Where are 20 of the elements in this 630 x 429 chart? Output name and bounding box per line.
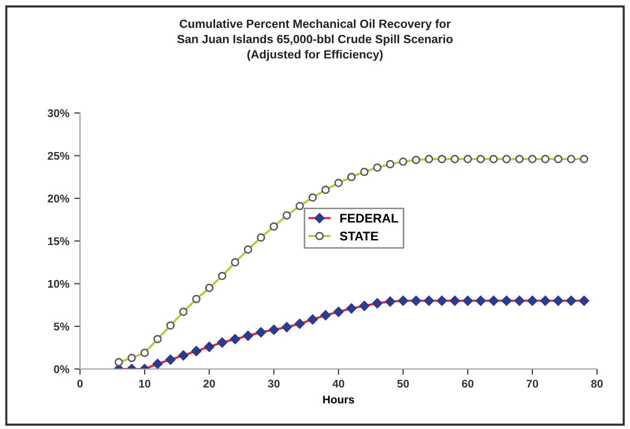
- y-tick-label: 30%: [48, 109, 70, 118]
- x-tick-label: 10: [139, 380, 150, 388]
- y-tick-label: 5%: [54, 322, 70, 330]
- x-axis-title: Hours: [323, 396, 354, 404]
- x-tick-label: 30: [268, 380, 280, 388]
- x-tick-label: 80: [591, 380, 603, 388]
- y-tick-label: 10%: [48, 280, 70, 288]
- x-tick-label: 40: [332, 380, 344, 388]
- x-tick-label: 20: [203, 380, 215, 388]
- chart-title: Cumulative Percent Mechanical Oil Recovery for San Juan Islands 65,000-bbl Crude Spill Scenario (Adjusted for Efficiency): [177, 19, 453, 61]
- x-tick-label: 60: [462, 380, 474, 388]
- x-tick-label: 0: [77, 380, 83, 388]
- legend-label: STATE: [340, 232, 378, 241]
- y-tick-label: 0%: [54, 365, 70, 374]
- legend-label: FEDERAL: [340, 214, 398, 222]
- y-tick-label: 25%: [48, 152, 70, 160]
- y-tick-label: 20%: [48, 194, 70, 202]
- y-tick-label: 15%: [48, 237, 70, 246]
- x-tick-label: 70: [526, 380, 538, 388]
- x-tick-label: 50: [397, 380, 409, 388]
